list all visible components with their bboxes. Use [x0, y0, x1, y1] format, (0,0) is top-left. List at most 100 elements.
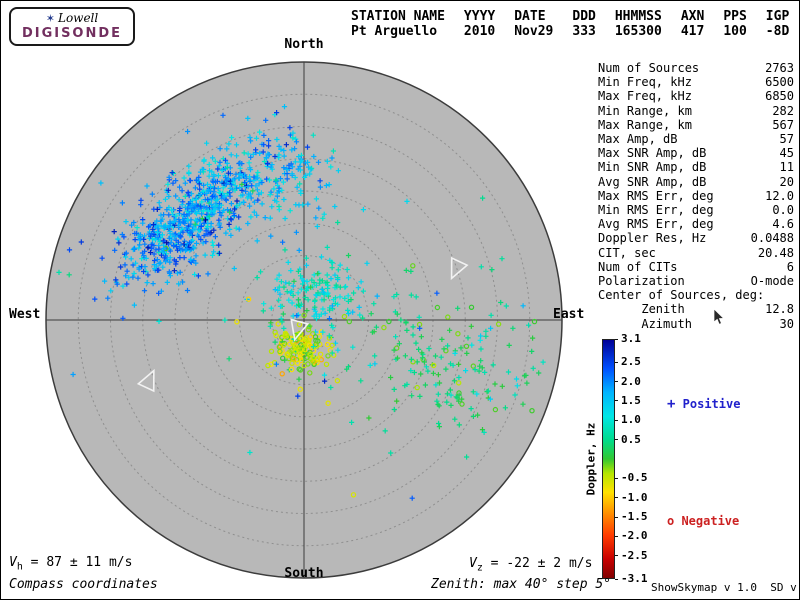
- stat-row: Max Amp, dB 57: [598, 132, 794, 146]
- stat-value: 6850: [765, 89, 794, 104]
- stat-label: Avg SNR Amp, dB: [598, 174, 707, 189]
- stat-row: Doppler Res, Hz 0.0488: [598, 231, 794, 245]
- header-column-value: 2010: [463, 24, 496, 39]
- stat-label: Max Amp, dB: [598, 132, 678, 147]
- header-column-label: PPS: [723, 9, 747, 24]
- stats-panel: Num of Sources 2763 Min Freq, kHz 6500 Max F…: [598, 61, 794, 331]
- colorbar-tick-label: 2.5: [621, 355, 641, 369]
- stat-label: Zenith: [598, 302, 685, 317]
- stat-row: Num of Sources 2763: [598, 61, 794, 75]
- legend-negative-label: Negative: [674, 514, 740, 528]
- colorbar-tick-label: -1.5: [621, 510, 648, 524]
- stat-value: 567: [772, 117, 794, 132]
- compass-label-east: East: [553, 307, 585, 322]
- colorbar-tick-mark: [615, 419, 618, 421]
- colorbar-tick-mark: [615, 578, 618, 580]
- colorbar-tick-label: -2.5: [621, 548, 648, 562]
- stat-label: CIT, sec: [598, 245, 656, 260]
- colorbar-ticks: 3.1 2.5 2.0 1.5 1.0 0.5 -0.5 -1.0 -1.5 -2.0 -2.5 -3…: [615, 333, 662, 585]
- skymap-plot: [45, 61, 563, 579]
- header-column: DATE Nov29: [514, 9, 553, 39]
- header-column: AXN 417: [681, 9, 704, 39]
- colorbar-tick-label: 0.5: [621, 432, 641, 446]
- colorbar-tick-mark: [615, 361, 618, 363]
- colorbar-tick-mark: [615, 555, 618, 557]
- stat-label: Max RMS Err, deg: [598, 188, 714, 203]
- colorbar-tick-mark: [615, 381, 618, 383]
- stat-value: 282: [772, 103, 794, 118]
- header-column-label: AXN: [680, 9, 705, 24]
- colorbar-tick-label: 1.0: [621, 413, 641, 427]
- colorbar-tick-label: -1.0: [621, 490, 648, 504]
- colorbar-tick-label: 3.1: [621, 332, 641, 345]
- header-column-value: -8D: [765, 24, 790, 39]
- header-column-value: 333: [572, 24, 596, 39]
- colorbar-tick-mark: [615, 400, 618, 402]
- stat-value: 6: [786, 259, 794, 274]
- zenith-range-note: Zenith: max 40° step 5°: [431, 577, 612, 592]
- coordinates-note: Compass coordinates: [9, 577, 158, 592]
- colorbar-tick-label: 2.0: [621, 374, 641, 388]
- stat-row: Avg SNR Amp, dB 20: [598, 175, 794, 189]
- stat-value: 4.6: [772, 217, 794, 232]
- header-column: STATION NAME Pt Arguello: [351, 9, 445, 39]
- logo-brand-top: ✶ Lowell: [11, 11, 133, 26]
- colorbar-tick-mark: [615, 477, 618, 479]
- sunburst-icon: ✶: [45, 12, 55, 25]
- stat-value: 0.0488: [750, 231, 794, 246]
- stat-label: Azimuth: [598, 316, 692, 331]
- stat-row: Max SNR Amp, dB 45: [598, 146, 794, 160]
- header-column: IGP -8D: [766, 9, 789, 39]
- header-column-value: 100: [723, 24, 747, 39]
- compass-label-north: North: [284, 37, 324, 52]
- stat-row: Polarization O-mode: [598, 274, 794, 288]
- stat-value: 12.0: [765, 188, 794, 203]
- stat-row: Max Freq, kHz 6850: [598, 89, 794, 103]
- stat-row: Max RMS Err, deg 12.0: [598, 189, 794, 203]
- header-column: PPS 100: [723, 9, 746, 39]
- lowell-digisonde-logo: ✶ Lowell DIGISONDE: [9, 7, 135, 46]
- plus-marker-icon: +: [667, 396, 676, 412]
- stat-value: 57: [779, 132, 794, 147]
- header-column-label: IGP: [765, 9, 790, 24]
- stat-value: 12.8: [765, 302, 794, 317]
- stat-label: Max Range, km: [598, 117, 692, 132]
- header-column-label: STATION NAME: [351, 9, 445, 24]
- stat-label: Min Freq, kHz: [598, 75, 692, 90]
- stat-label: Min Range, km: [598, 103, 692, 118]
- stat-row: Center of Sources, deg:: [598, 288, 794, 302]
- stat-label: Max Freq, kHz: [598, 89, 692, 104]
- colorbar-tick-mark: [615, 338, 618, 340]
- legend-positive: + Positive: [667, 396, 740, 412]
- header-column-value: 417: [680, 24, 705, 39]
- header-column: YYYY 2010: [464, 9, 495, 39]
- stat-row: Azimuth 30: [598, 317, 794, 331]
- header-column-label: HHMMSS: [614, 9, 662, 24]
- colorbar: [602, 339, 615, 579]
- stat-label: Min SNR Amp, dB: [598, 160, 707, 175]
- stat-value: 20.48: [757, 245, 794, 260]
- compass-label-west: West: [9, 307, 41, 322]
- stat-value: O-mode: [750, 274, 794, 289]
- header-column-label: DATE: [514, 9, 546, 24]
- circle-marker-icon: o: [667, 514, 675, 528]
- stat-value: 0.0: [772, 203, 794, 218]
- colorbar-tick-label: -3.1: [621, 572, 648, 585]
- stat-value: 30: [779, 316, 794, 331]
- stat-row: Min Range, km 282: [598, 104, 794, 118]
- stat-label: Avg RMS Err, deg: [598, 217, 714, 232]
- colorbar-tick-label: 1.5: [621, 393, 641, 407]
- header-column-label: DDD: [572, 9, 596, 24]
- stat-label: Num of Sources: [598, 61, 700, 75]
- header-column-value: Nov29: [514, 24, 554, 39]
- colorbar-tick-mark: [615, 535, 618, 537]
- stat-value: 2763: [765, 61, 794, 75]
- colorbar-tick-label: -0.5: [621, 471, 648, 485]
- header-table: STATION NAME Pt Arguello YYYY 2010 DATE Nov29…: [351, 9, 800, 39]
- stat-row: Zenith 12.8: [598, 302, 794, 316]
- header-column-value: Pt Arguello: [351, 24, 438, 39]
- legend-positive-label: Positive: [675, 397, 741, 411]
- legend-negative: o Negative: [667, 514, 739, 528]
- stat-label: Max SNR Amp, dB: [598, 146, 707, 161]
